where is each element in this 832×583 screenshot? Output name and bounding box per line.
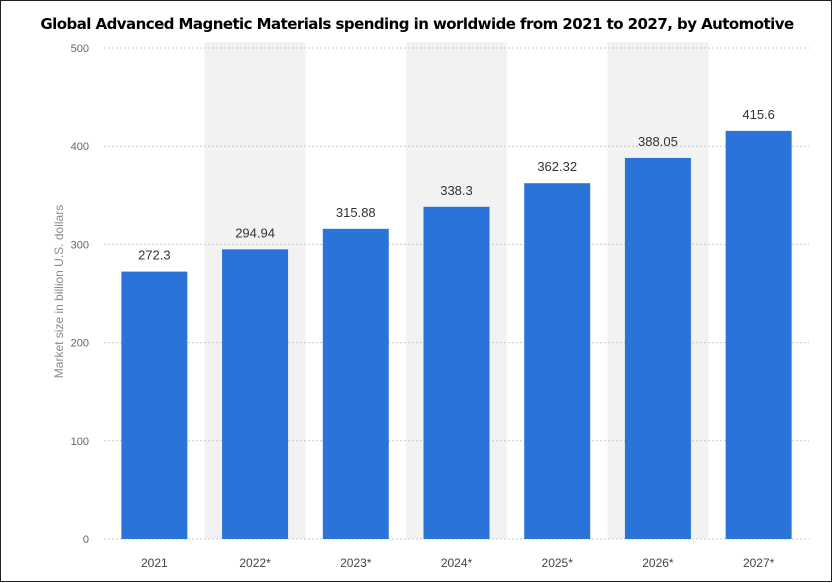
x-tick-label: 2025* [542,556,574,570]
x-tick-label: 2022* [239,556,271,570]
bars [121,130,792,539]
y-tick-label: 0 [83,534,89,546]
bar[interactable] [222,249,289,539]
data-label: 362.32 [537,159,577,174]
x-tick-label: 2024* [441,556,473,570]
data-label: 415.6 [742,107,775,122]
x-tick-label: 2027* [743,556,775,570]
y-tick-label: 500 [71,43,89,55]
bar[interactable] [423,206,490,539]
bar[interactable] [121,271,188,539]
bar[interactable] [624,157,691,539]
y-axis-title: Market size in billion U.S. dollars [52,205,66,378]
y-tick-label: 300 [71,239,89,251]
x-tick-label: 2023* [340,556,372,570]
x-tick-label: 2021 [141,556,168,570]
data-labels: 272.3 294.94 315.88 338.3 362.32 388.05 415.6 [138,107,775,263]
bar[interactable] [725,130,792,539]
y-tick-label: 100 [71,436,89,448]
data-label: 294.94 [235,225,275,240]
y-axis-ticks: 0 100 200 300 400 500 [71,43,89,546]
bar[interactable] [524,183,591,539]
data-label: 315.88 [336,205,376,220]
y-tick-label: 400 [71,141,89,153]
y-tick-label: 200 [71,338,89,350]
x-tick-label: 2026* [642,556,674,570]
data-label: 338.3 [440,183,473,198]
data-label: 272.3 [138,248,171,263]
data-label: 388.05 [638,134,678,149]
x-axis-ticks: 2021 2022* 2023* 2024* 2025* 2026* 2027* [141,556,775,570]
bar[interactable] [322,228,389,539]
chart-title: Global Advanced Magnetic Materials spend… [40,15,794,33]
